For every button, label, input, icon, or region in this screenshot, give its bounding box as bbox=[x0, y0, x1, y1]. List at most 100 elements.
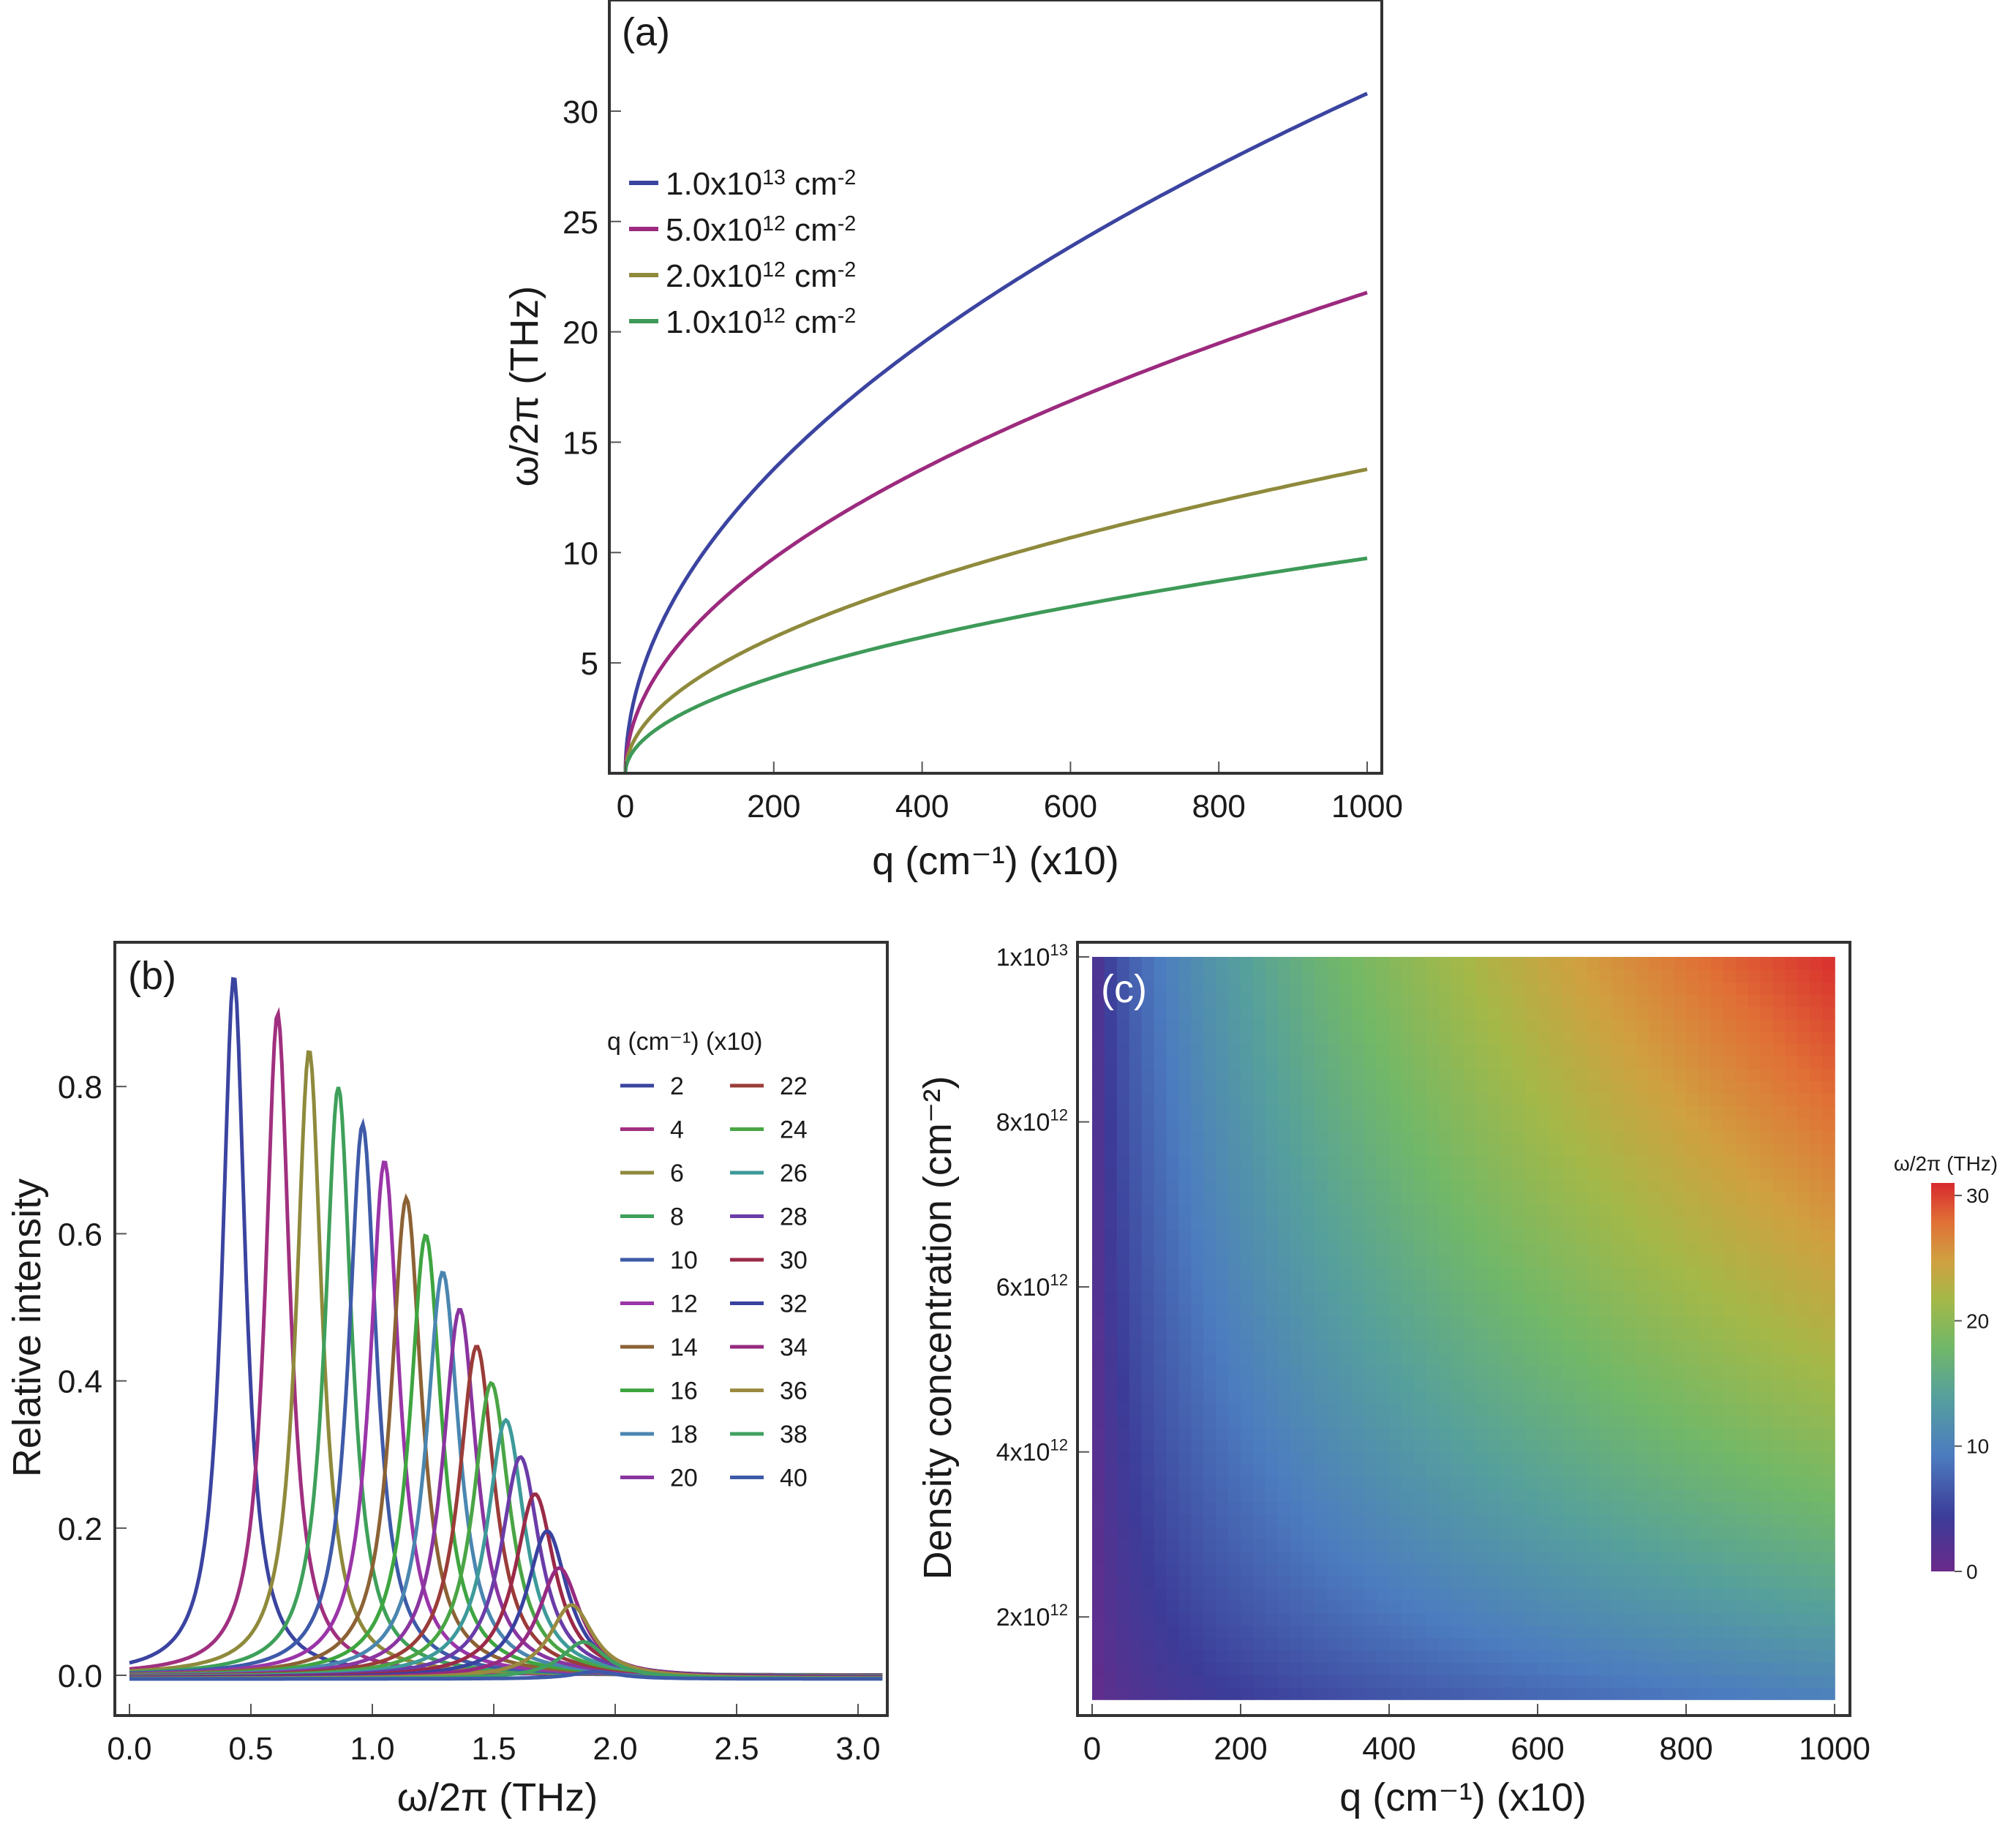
heatmap-cell bbox=[1352, 1117, 1365, 1131]
heatmap-cell bbox=[1748, 1687, 1761, 1700]
heatmap-cell bbox=[1772, 1167, 1786, 1181]
heatmap-cell bbox=[1624, 1315, 1638, 1329]
heatmap-cell bbox=[1549, 1414, 1563, 1428]
heatmap-cell bbox=[1191, 1687, 1205, 1700]
heatmap-cell bbox=[1389, 1575, 1402, 1589]
heatmap-cell bbox=[1636, 1290, 1650, 1304]
heatmap-cell bbox=[1797, 1563, 1810, 1577]
heatmap-cell bbox=[1364, 1637, 1377, 1651]
heatmap-cell bbox=[1377, 1563, 1390, 1577]
heatmap-cell bbox=[1401, 1241, 1415, 1255]
heatmap-cell bbox=[1178, 1006, 1192, 1020]
heatmap-cell bbox=[1265, 1451, 1279, 1465]
heatmap-cell bbox=[1339, 1353, 1353, 1367]
heatmap-cell bbox=[1649, 1563, 1662, 1577]
heatmap-cell bbox=[1735, 1687, 1749, 1700]
heatmap-cell bbox=[1500, 1476, 1513, 1490]
heatmap-cell bbox=[1710, 1526, 1724, 1539]
heatmap-cell bbox=[1723, 957, 1737, 970]
heatmap-cell bbox=[1451, 1068, 1464, 1081]
heatmap-cell bbox=[1661, 1117, 1674, 1131]
heatmap-cell bbox=[1636, 1142, 1650, 1156]
heatmap-cell bbox=[1241, 993, 1254, 1007]
heatmap-cell bbox=[1154, 1390, 1167, 1403]
heatmap-cell bbox=[1549, 1514, 1563, 1527]
heatmap-cell bbox=[1674, 1365, 1687, 1378]
heatmap-cell bbox=[1327, 1526, 1341, 1539]
heatmap-cell bbox=[1636, 1538, 1650, 1552]
heatmap-cell bbox=[1772, 1229, 1786, 1242]
heatmap-cell bbox=[1203, 1303, 1216, 1317]
heatmap-cell bbox=[1426, 1229, 1440, 1242]
heatmap-cell bbox=[1154, 1241, 1167, 1255]
heatmap-cell bbox=[1710, 1414, 1724, 1428]
heatmap-cell bbox=[1438, 1290, 1452, 1304]
heatmap-cell bbox=[1698, 993, 1712, 1007]
heatmap-cell bbox=[1141, 1254, 1155, 1267]
heatmap-cell bbox=[1574, 1526, 1588, 1539]
heatmap-cell bbox=[1352, 1378, 1365, 1391]
heatmap-cell bbox=[1092, 1625, 1105, 1639]
heatmap-cell bbox=[1426, 1675, 1440, 1688]
heatmap-cell bbox=[1488, 1303, 1502, 1317]
heatmap-cell bbox=[1772, 1266, 1786, 1280]
heatmap-cell bbox=[1587, 1551, 1601, 1564]
heatmap-cell bbox=[1216, 1353, 1229, 1367]
heatmap-cell bbox=[1611, 1451, 1625, 1465]
heatmap-cell bbox=[1549, 1600, 1563, 1614]
heatmap-cell bbox=[1314, 1464, 1328, 1478]
heatmap-cell bbox=[1624, 1526, 1638, 1539]
heatmap-cell bbox=[1166, 1538, 1180, 1552]
heatmap-cell bbox=[1760, 1538, 1774, 1552]
heatmap-cell bbox=[1698, 1390, 1712, 1403]
heatmap-cell bbox=[1377, 1600, 1390, 1614]
heatmap-cell bbox=[1723, 1068, 1737, 1081]
heatmap-cell bbox=[1252, 1402, 1266, 1416]
heatmap-cell bbox=[1290, 1365, 1304, 1378]
heatmap-cell bbox=[1104, 1179, 1118, 1193]
heatmap-cell bbox=[1748, 993, 1761, 1007]
heatmap-cell bbox=[1674, 1476, 1687, 1490]
heatmap-cell bbox=[1216, 1538, 1229, 1552]
heatmap-cell bbox=[1314, 1514, 1328, 1527]
heatmap-cell bbox=[1352, 1154, 1365, 1168]
heatmap-cell bbox=[1562, 1204, 1576, 1218]
heatmap-cell bbox=[1252, 1538, 1266, 1552]
colorbar-tick-label: 30 bbox=[1966, 1184, 1989, 1207]
heatmap-cell bbox=[1116, 969, 1130, 982]
heatmap-cell bbox=[1723, 1402, 1737, 1416]
heatmap-cell bbox=[1191, 1043, 1205, 1057]
heatmap-cell bbox=[1587, 1217, 1601, 1230]
heatmap-cell bbox=[1772, 1043, 1786, 1057]
heatmap-cell bbox=[1562, 1093, 1576, 1106]
heatmap-cell bbox=[1451, 1130, 1464, 1143]
heatmap-cell bbox=[1649, 1451, 1662, 1465]
heatmap-cell bbox=[1760, 1241, 1774, 1255]
heatmap-cell bbox=[1810, 1526, 1823, 1539]
heatmap-cell bbox=[1785, 1130, 1799, 1143]
heatmap-cell bbox=[1290, 1142, 1304, 1156]
heatmap-cell bbox=[1513, 1575, 1526, 1589]
heatmap-cell bbox=[1822, 957, 1835, 970]
heatmap-cell bbox=[1339, 1538, 1353, 1552]
heatmap-cell bbox=[1277, 1303, 1291, 1317]
heatmap-cell bbox=[1748, 1575, 1761, 1589]
panel-b-legend-label: 18 bbox=[670, 1421, 698, 1449]
panel-b-legend-label: 6 bbox=[670, 1160, 684, 1187]
heatmap-cell bbox=[1401, 1031, 1415, 1045]
heatmap-cell bbox=[1686, 1464, 1699, 1478]
heatmap-cell bbox=[1649, 1105, 1662, 1119]
heatmap-cell bbox=[1302, 1365, 1316, 1378]
heatmap-cell bbox=[1178, 1538, 1192, 1552]
heatmap-cell bbox=[1599, 1390, 1613, 1403]
heatmap-cell bbox=[1129, 1612, 1143, 1626]
heatmap-cell bbox=[1104, 1142, 1118, 1156]
heatmap-cell bbox=[1178, 1451, 1192, 1465]
heatmap-cell bbox=[1401, 1340, 1415, 1354]
heatmap-cell bbox=[1611, 1551, 1625, 1564]
heatmap-cell bbox=[1438, 1402, 1452, 1416]
heatmap-cell bbox=[1810, 1043, 1823, 1057]
heatmap-cell bbox=[1562, 1612, 1576, 1626]
heatmap-cell bbox=[1513, 1217, 1526, 1230]
heatmap-cell bbox=[1785, 1687, 1799, 1700]
